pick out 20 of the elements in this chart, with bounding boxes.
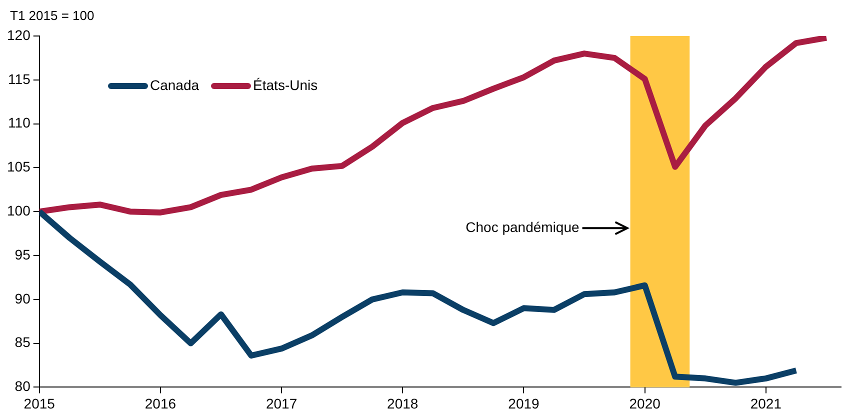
y-tick-label: 110 xyxy=(8,114,31,131)
x-tick-label: 2017 xyxy=(266,395,298,412)
y-tick-label: 120 xyxy=(7,26,31,43)
x-tick-label: 2016 xyxy=(144,395,176,412)
x-tick-label: 2018 xyxy=(387,395,418,412)
x-tick-label: 2019 xyxy=(508,395,540,412)
x-tick-label: 2015 xyxy=(24,395,56,412)
legend-label: Canada xyxy=(149,77,200,93)
y-tick-label: 115 xyxy=(8,70,31,87)
y-tick-label: 100 xyxy=(7,202,31,218)
legend-label: États-Unis xyxy=(252,77,318,93)
band-label: Choc pandémique xyxy=(466,218,580,235)
x-tick-label: 2021 xyxy=(750,395,782,412)
y-tick-label: 105 xyxy=(7,158,31,175)
y-tick-label: 95 xyxy=(14,246,31,262)
y-tick-label: 85 xyxy=(14,334,31,350)
y-tick-label: 90 xyxy=(14,290,31,306)
y-axis-title: T1 2015 = 100 xyxy=(10,8,94,23)
y-tick-label: 80 xyxy=(14,378,31,394)
x-tick-label: 2020 xyxy=(629,395,661,412)
